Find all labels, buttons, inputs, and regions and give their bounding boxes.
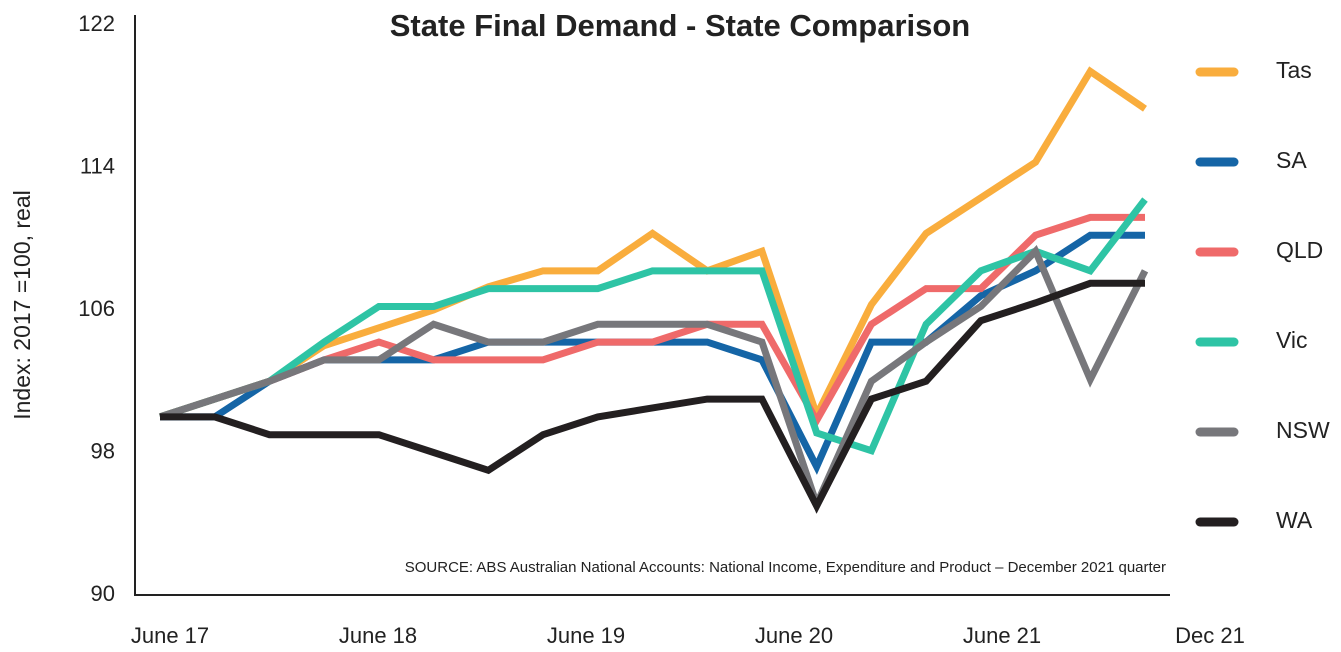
legend-label: Vic <box>1276 327 1308 353</box>
y-tick-label: 106 <box>78 296 115 321</box>
x-tick-label: June 18 <box>339 623 417 648</box>
line-series <box>160 279 1145 514</box>
legend-label: WA <box>1276 507 1313 533</box>
y-axis-label: Index: 2017 =100, real <box>9 190 35 420</box>
line-series <box>158 245 1149 514</box>
x-tick-label: June 21 <box>963 623 1041 648</box>
legend-label: SA <box>1276 147 1307 173</box>
source-note: SOURCE: ABS Australian National Accounts… <box>405 559 1166 576</box>
x-tick-label: Dec 21 <box>1175 623 1245 648</box>
x-tick-label: June 20 <box>755 623 833 648</box>
line-series <box>158 197 1148 456</box>
y-tick-label: 98 <box>91 438 115 463</box>
y-tick-label: 90 <box>91 581 115 606</box>
chart-title: State Final Demand - State Comparison <box>390 8 971 43</box>
x-tick-label: June 17 <box>131 623 209 648</box>
legend-label: Tas <box>1276 57 1312 83</box>
y-tick-label: 114 <box>80 153 115 178</box>
x-tick-label: June 19 <box>547 623 625 648</box>
legend-label: QLD <box>1276 237 1323 263</box>
y-tick-label: 122 <box>78 11 115 36</box>
legend-label: NSW <box>1276 417 1330 443</box>
